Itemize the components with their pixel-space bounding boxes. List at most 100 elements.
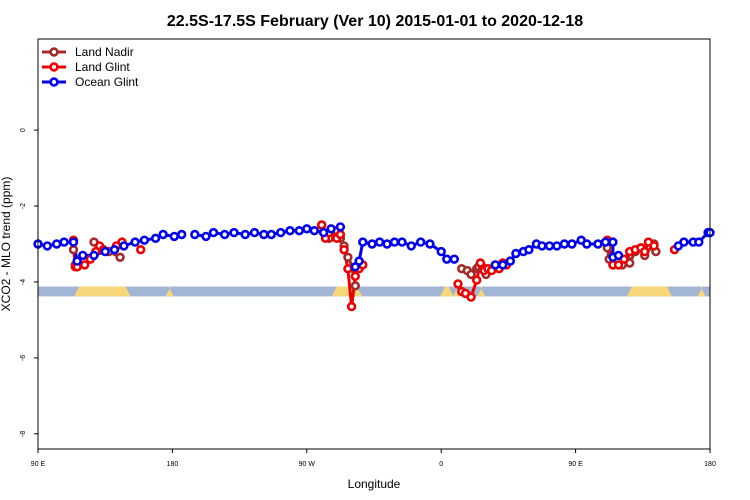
ocean-glint-point bbox=[72, 256, 82, 266]
ocean-glint-point bbox=[358, 237, 368, 247]
series-points bbox=[33, 220, 715, 312]
y-tick-label: 0 bbox=[20, 128, 27, 132]
ocean-glint-point bbox=[326, 224, 336, 234]
ocean-glint-point bbox=[285, 226, 295, 236]
land-segment bbox=[626, 286, 672, 297]
ocean-glint-point bbox=[436, 246, 446, 257]
ocean-band bbox=[38, 286, 710, 297]
ocean-glint-point bbox=[374, 237, 385, 247]
ocean-glint-point bbox=[567, 239, 577, 249]
ocean-glint-point bbox=[505, 256, 515, 266]
land-glint-point bbox=[475, 258, 486, 268]
x-tick-label: 90 W bbox=[299, 461, 316, 468]
ocean-glint-point bbox=[150, 233, 161, 244]
legend-swatch-marker bbox=[49, 77, 59, 87]
ocean-glint-point bbox=[177, 229, 187, 240]
ocean-glint-point bbox=[109, 245, 120, 255]
ocean-glint-point bbox=[276, 227, 286, 238]
legend-label: Ocean Glint bbox=[75, 75, 139, 89]
y-axis-label: XCO2 - MLO trend (ppm) bbox=[0, 177, 13, 312]
land-nadir-point bbox=[68, 245, 79, 255]
y-tick-label: -2 bbox=[20, 203, 27, 209]
legend-label: Land Nadir bbox=[75, 45, 134, 59]
ocean-glint-point bbox=[240, 229, 250, 240]
ocean-glint-point bbox=[119, 241, 129, 251]
land-glint-point bbox=[350, 271, 360, 281]
ocean-glint-point bbox=[130, 237, 140, 247]
ocean-glint-point bbox=[537, 241, 547, 251]
ocean-glint-point bbox=[613, 250, 624, 261]
ocean-glint-point bbox=[544, 241, 555, 251]
x-axis-label: Longitude bbox=[348, 477, 401, 491]
land-glint-point bbox=[343, 264, 353, 274]
ocean-glint-point bbox=[318, 227, 329, 238]
ocean-glint-point bbox=[367, 239, 377, 249]
land-glint-point bbox=[613, 260, 624, 270]
land-glint-point bbox=[453, 279, 463, 289]
ocean-glint-point bbox=[600, 237, 611, 247]
ocean-glint-point bbox=[389, 237, 400, 247]
land-segment bbox=[697, 286, 706, 297]
x-tick-label: 90 E bbox=[31, 461, 46, 468]
ocean-glint-point bbox=[208, 227, 219, 238]
land-glint-point bbox=[317, 220, 327, 230]
land-glint-point bbox=[466, 292, 476, 302]
ocean-glint-point bbox=[51, 239, 62, 249]
legend-swatch-marker bbox=[49, 62, 59, 72]
ocean-glint-point bbox=[582, 239, 592, 249]
land-glint-point bbox=[649, 241, 659, 251]
x-axis: 90 E 180 90 W 0 90 E 180 bbox=[31, 449, 716, 468]
ocean-glint-point bbox=[406, 241, 416, 251]
ocean-glint-point bbox=[201, 231, 211, 242]
ocean-glint-point bbox=[608, 237, 618, 247]
ocean-glint-point bbox=[59, 237, 69, 247]
ocean-glint-point bbox=[490, 260, 500, 270]
ocean-glint-point bbox=[416, 237, 426, 247]
land-glint-point bbox=[339, 245, 349, 255]
ocean-glint-point bbox=[425, 239, 435, 249]
ocean-glint-point bbox=[169, 231, 180, 242]
land-segment bbox=[477, 286, 486, 297]
legend-item-land-nadir: Land Nadir bbox=[42, 45, 134, 59]
land-glint-point bbox=[136, 245, 146, 255]
ocean-glint-point bbox=[354, 256, 364, 266]
ocean-glint-point bbox=[382, 239, 392, 249]
ocean-glint-point bbox=[449, 254, 459, 264]
land-glint-point bbox=[79, 260, 90, 270]
x-tick-label: 90 E bbox=[568, 461, 583, 468]
ocean-glint-point bbox=[190, 229, 200, 240]
ocean-glint-point bbox=[302, 224, 312, 234]
ocean-glint-point bbox=[552, 241, 562, 251]
land-segment bbox=[165, 286, 174, 297]
ocean-glint-point bbox=[89, 250, 99, 261]
ocean-glint-point bbox=[524, 245, 534, 255]
ocean-glint-point bbox=[309, 226, 319, 236]
ocean-glint-point bbox=[266, 229, 276, 240]
y-tick-label: -4 bbox=[20, 279, 27, 285]
y-tick-label: -8 bbox=[20, 431, 27, 437]
ocean-glint-point bbox=[100, 246, 110, 257]
ocean-glint-point bbox=[220, 229, 230, 240]
ocean-glint-point bbox=[498, 260, 508, 270]
land-segment bbox=[440, 286, 454, 297]
ocean-glint-point bbox=[78, 250, 88, 261]
ocean-glint-point bbox=[42, 241, 52, 251]
legend-item-land-glint: Land Glint bbox=[42, 60, 130, 74]
land-glint-point bbox=[639, 246, 650, 257]
y-axis: 0 -2 -4 -6 -8 bbox=[20, 128, 38, 437]
ocean-glint-point bbox=[511, 248, 521, 259]
chart-title: 22.5S-17.5S February (Ver 10) 2015-01-01… bbox=[167, 13, 583, 30]
ocean-glint-point bbox=[139, 235, 150, 245]
ocean-glint-point bbox=[397, 237, 407, 247]
land-nadir-point bbox=[343, 252, 353, 262]
ocean-glint-point bbox=[229, 227, 239, 238]
ocean-glint-point bbox=[259, 229, 269, 240]
legend-swatch-marker bbox=[49, 47, 59, 57]
ocean-glint-point bbox=[249, 227, 260, 238]
land-segment bbox=[74, 286, 131, 297]
plot-frame bbox=[37, 38, 711, 450]
land-nadir-point bbox=[466, 269, 476, 280]
land-ocean-strip bbox=[38, 286, 710, 297]
ocean-glint-point bbox=[679, 237, 689, 247]
